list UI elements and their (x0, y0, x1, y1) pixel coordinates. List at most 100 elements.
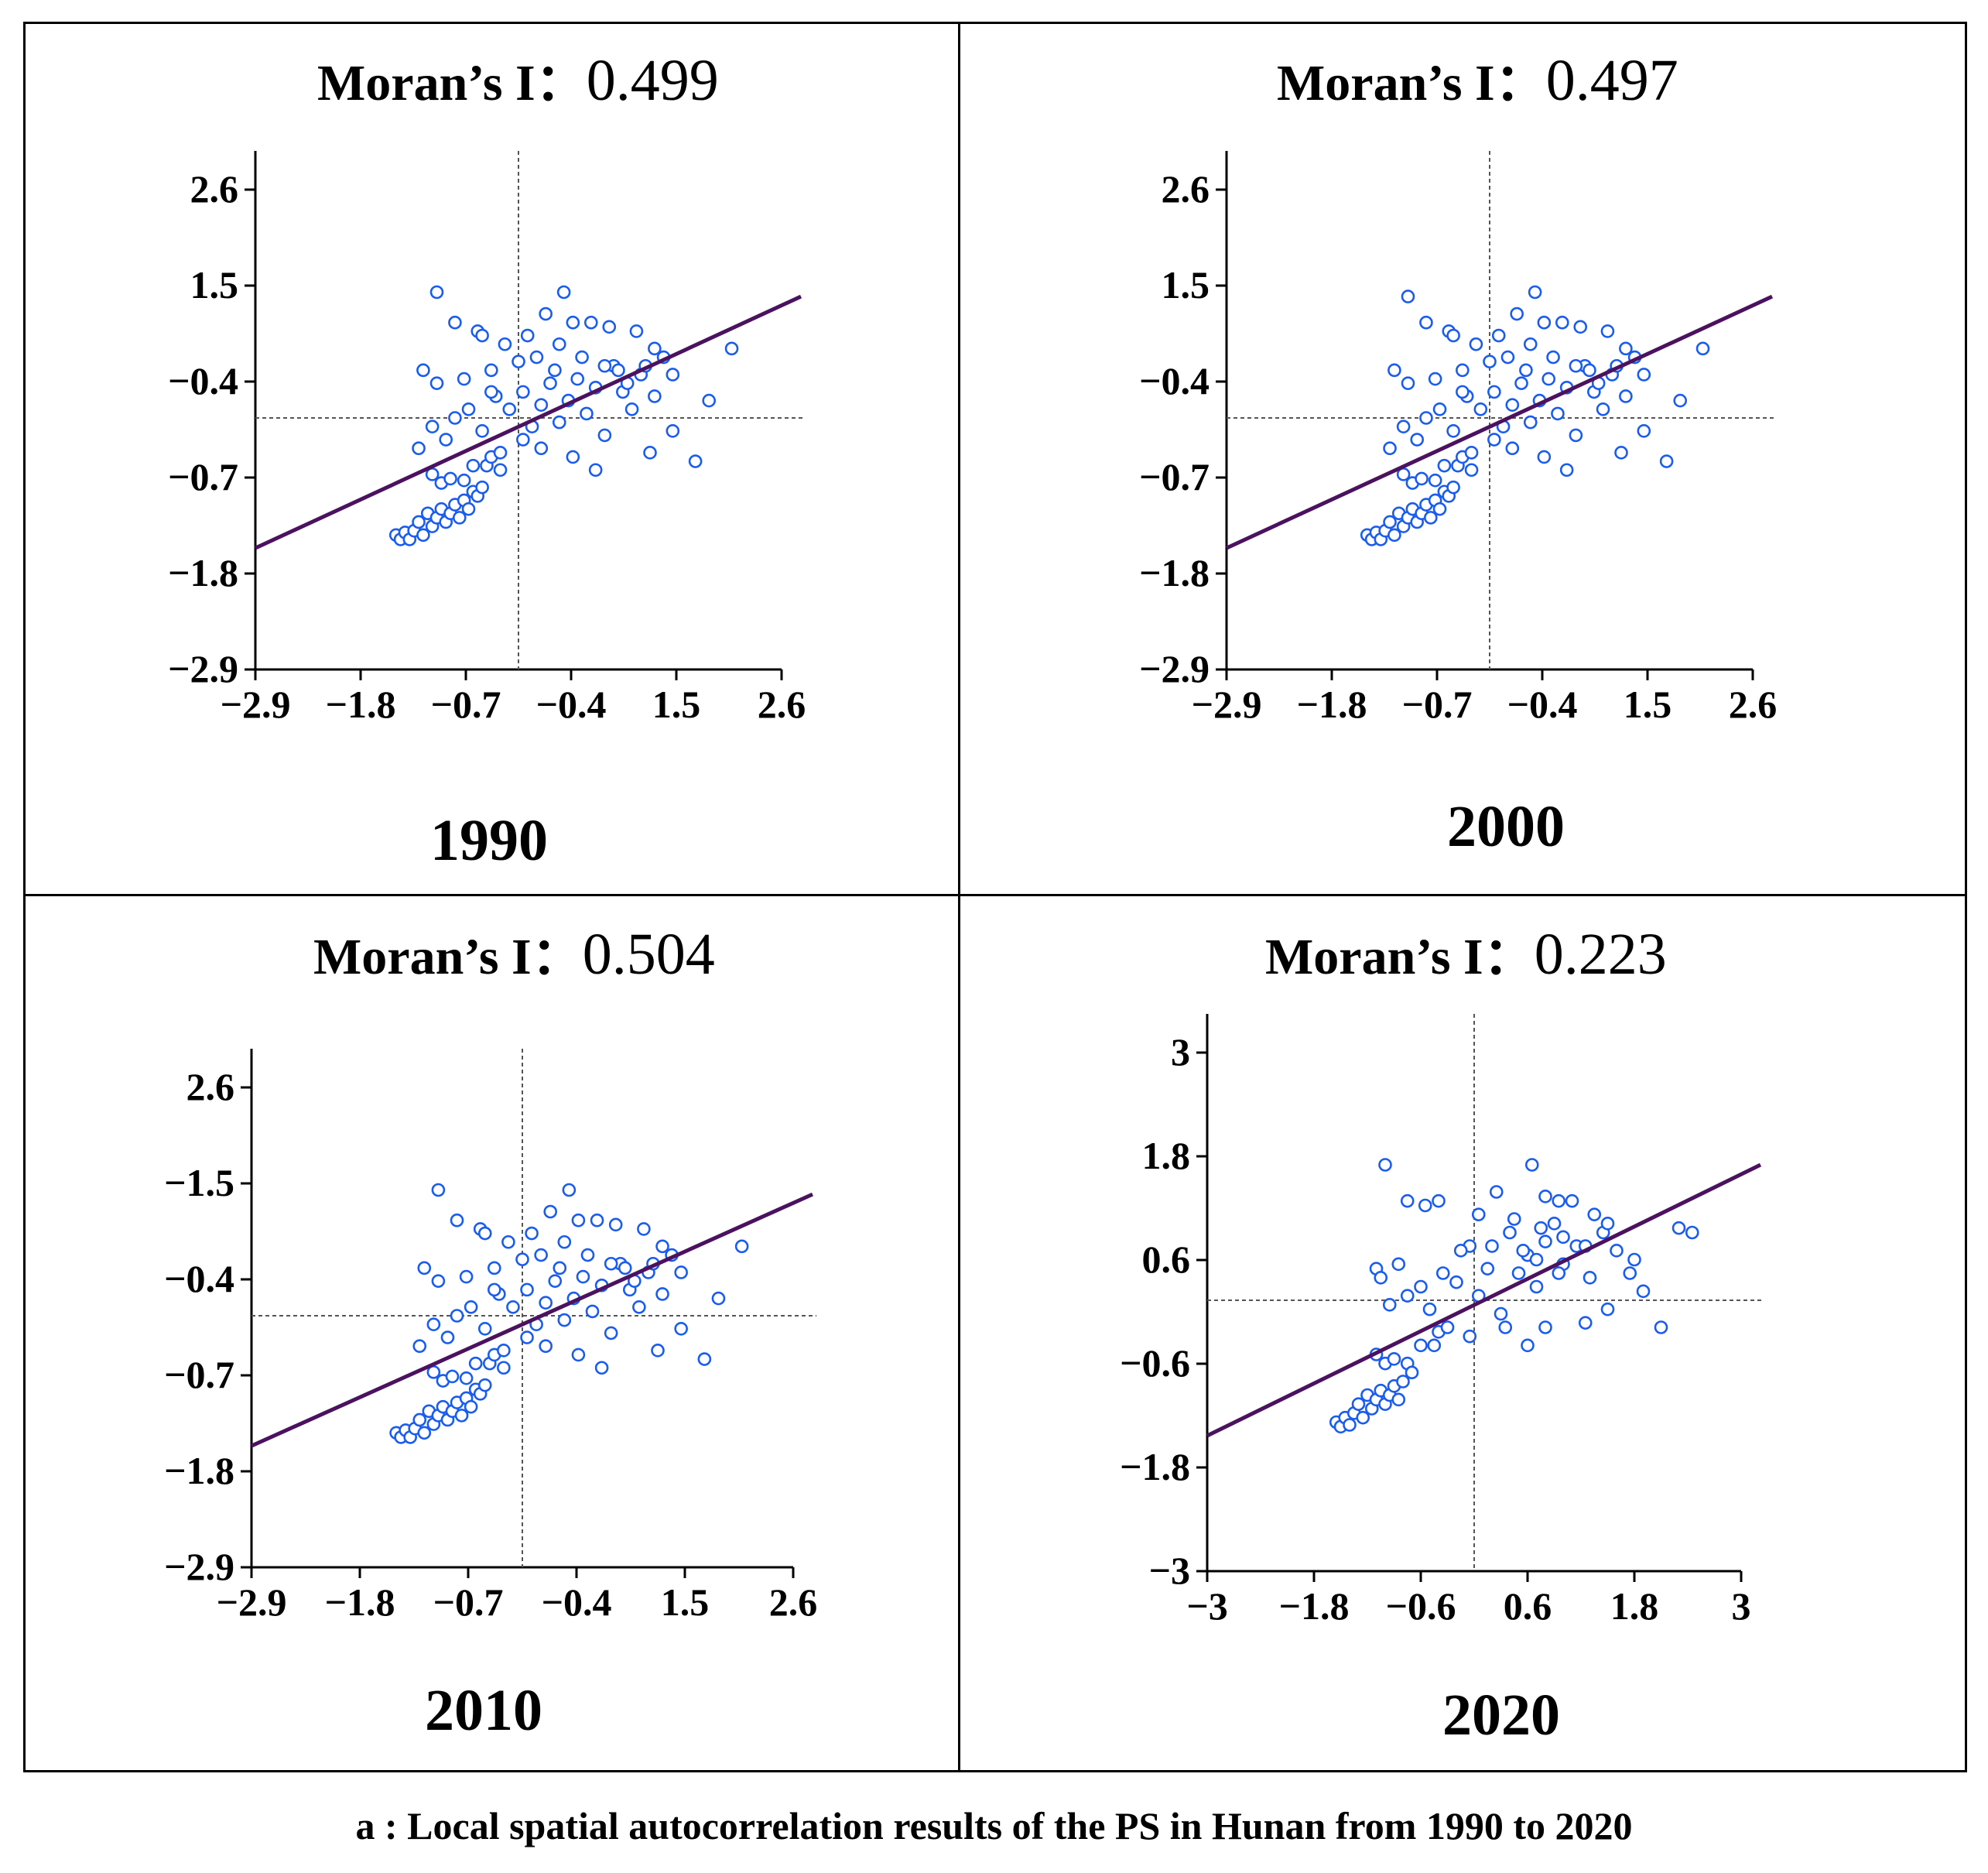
data-point (1541, 372, 1556, 386)
data-point (1487, 433, 1501, 447)
data-point (454, 1409, 469, 1423)
data-point (457, 372, 471, 386)
data-point (539, 1339, 553, 1354)
data-point (632, 1299, 646, 1314)
data-point (1440, 1320, 1455, 1334)
data-point (1418, 1198, 1432, 1213)
regression-line (250, 1192, 814, 1448)
y-tick-label: −1.8 (164, 1449, 234, 1492)
year-label-2020: 2020 (1442, 1683, 1560, 1748)
y-tick-label: 0.6 (1142, 1238, 1191, 1281)
x-tick-label: 3 (1732, 1584, 1751, 1628)
data-point (643, 446, 657, 460)
data-point (580, 406, 594, 421)
x-tick-label: −0.6 (1386, 1584, 1456, 1628)
y-tick-label: 3 (1171, 1030, 1190, 1073)
data-point (493, 446, 508, 460)
data-point (1391, 1257, 1406, 1272)
data-point (1396, 1375, 1410, 1388)
data-point (594, 1361, 609, 1375)
data-point (648, 389, 662, 403)
data-point (1419, 315, 1433, 330)
moran-label: Moran’s I： (1265, 929, 1535, 985)
data-point (1529, 1252, 1544, 1267)
data-point (412, 441, 426, 456)
scatter-plot-2010: −2.9−2.9 −1.8 −1.8 −0.7 −0.7 −0.4 −0.4 −1.5 1.5 2… (164, 1049, 817, 1624)
y-tick-label: −3 (1149, 1549, 1191, 1592)
data-point (1505, 398, 1520, 412)
data-point (529, 350, 544, 365)
data-point (1437, 458, 1452, 473)
data-point (1422, 1302, 1437, 1317)
data-point (557, 1313, 572, 1327)
panel-title-2010: Moran’s I：0.504 (313, 925, 715, 984)
data-point (1556, 1230, 1570, 1245)
y-tick-label: −0.4 (1139, 359, 1210, 402)
data-point (450, 1309, 464, 1323)
data-point (1514, 376, 1528, 390)
panel-title-2020: Moran’s I：0.223 (1265, 925, 1667, 984)
data-point (597, 358, 612, 373)
data-point (1464, 446, 1479, 460)
data-point (1523, 415, 1538, 430)
data-point (1410, 433, 1425, 447)
data-point (666, 424, 680, 438)
data-point (566, 450, 580, 464)
x-tick-label: −2.9 (217, 1580, 287, 1624)
y-tick-label: −2.9 (164, 1545, 234, 1588)
data-point (1610, 1244, 1624, 1258)
data-point (566, 315, 580, 330)
data-point (648, 341, 662, 356)
data-point (1427, 1338, 1442, 1353)
y-tick-label: −1.8 (168, 551, 238, 594)
year-label-1990: 1990 (430, 808, 548, 873)
figure-caption: a : Local spatial autocorrelation result… (355, 1804, 1633, 1847)
data-point (477, 1378, 492, 1392)
data-point (580, 1248, 595, 1262)
data-point (452, 511, 467, 525)
data-point (484, 385, 498, 399)
data-point (575, 350, 589, 365)
panel-title-1990: Moran’s I：0.499 (317, 51, 719, 110)
data-point (637, 1222, 651, 1236)
data-point (475, 328, 489, 343)
data-point (1423, 511, 1438, 525)
y-tick-label: −0.4 (164, 1257, 234, 1300)
data-point (464, 1399, 478, 1414)
data-point (515, 1252, 529, 1266)
data-point (1378, 1158, 1392, 1172)
data-point (1387, 528, 1401, 543)
data-point (1383, 515, 1397, 529)
data-point (556, 285, 571, 300)
data-point (1695, 341, 1710, 356)
moran-label: Moran’s I： (313, 929, 583, 985)
data-point (1485, 1239, 1499, 1253)
x-tick-label: −1.8 (1279, 1584, 1350, 1628)
moran-label: Moran’s I： (1277, 55, 1546, 111)
x-tick-label: −0.4 (536, 683, 607, 726)
x-tick-label: −1.8 (325, 1580, 395, 1624)
data-point (1637, 424, 1651, 438)
data-point (711, 1291, 726, 1306)
data-point (1356, 1410, 1370, 1425)
moran-label: Moran’s I： (317, 55, 587, 111)
data-point (1400, 1193, 1415, 1208)
data-point (1414, 1338, 1428, 1353)
data-point (666, 368, 680, 382)
data-point (611, 363, 625, 378)
scatter-plot-2020: −3−3 −1.8 −1.8 −0.6 −0.6 0.6 0.6 1.8 1.8 3 3 (1120, 1014, 1764, 1628)
data-point (1463, 1329, 1477, 1344)
y-tick-label: −0.7 (168, 455, 238, 498)
data-point (655, 1239, 669, 1254)
data-point (1600, 1217, 1615, 1231)
data-point (1382, 1298, 1397, 1312)
data-point (1401, 376, 1415, 390)
data-point (1446, 424, 1460, 438)
data-point (1483, 354, 1497, 368)
regression-line (1206, 1162, 1762, 1438)
data-point (525, 1226, 539, 1241)
data-point (1552, 1193, 1566, 1208)
y-tick-label: −1.8 (1139, 551, 1210, 594)
data-point (461, 402, 476, 416)
data-point (1587, 1207, 1602, 1221)
